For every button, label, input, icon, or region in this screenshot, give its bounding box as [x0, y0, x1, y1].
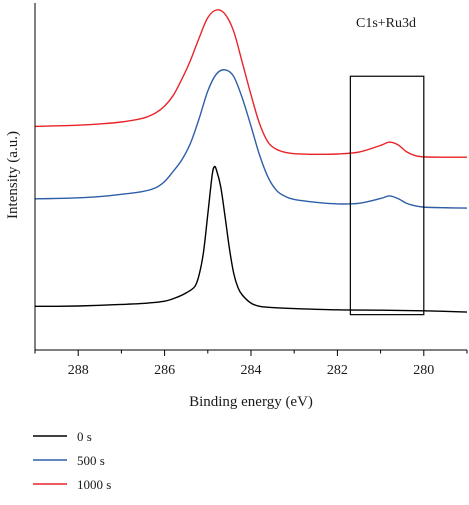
legend: 0 s 500 s 1000 s	[33, 429, 111, 492]
annotation-label: C1s+Ru3d	[356, 16, 416, 31]
plot-area	[34, 9, 468, 316]
x-tick-label: 288	[68, 363, 89, 378]
y-axis-title: Intensity (a.u.)	[5, 131, 21, 219]
x-tick-label: 284	[241, 363, 262, 378]
axes: 288 286 284 282 280	[34, 3, 468, 378]
legend-item: 500 s	[33, 453, 105, 468]
legend-item: 1000 s	[33, 477, 111, 492]
x-axis-title: Binding energy (eV)	[189, 394, 313, 410]
x-tick-label: 282	[327, 363, 348, 378]
x-tick-label: 280	[413, 363, 434, 378]
highlight-box	[349, 75, 425, 316]
legend-label: 1000 s	[77, 477, 111, 492]
legend-label: 0 s	[77, 429, 92, 444]
series-line-1000-s	[34, 9, 468, 158]
x-tick-label: 286	[154, 363, 175, 378]
series-line-500-s	[34, 69, 468, 209]
legend-label: 500 s	[77, 453, 105, 468]
legend-item: 0 s	[33, 429, 92, 444]
series-line-0-s	[34, 165, 468, 313]
